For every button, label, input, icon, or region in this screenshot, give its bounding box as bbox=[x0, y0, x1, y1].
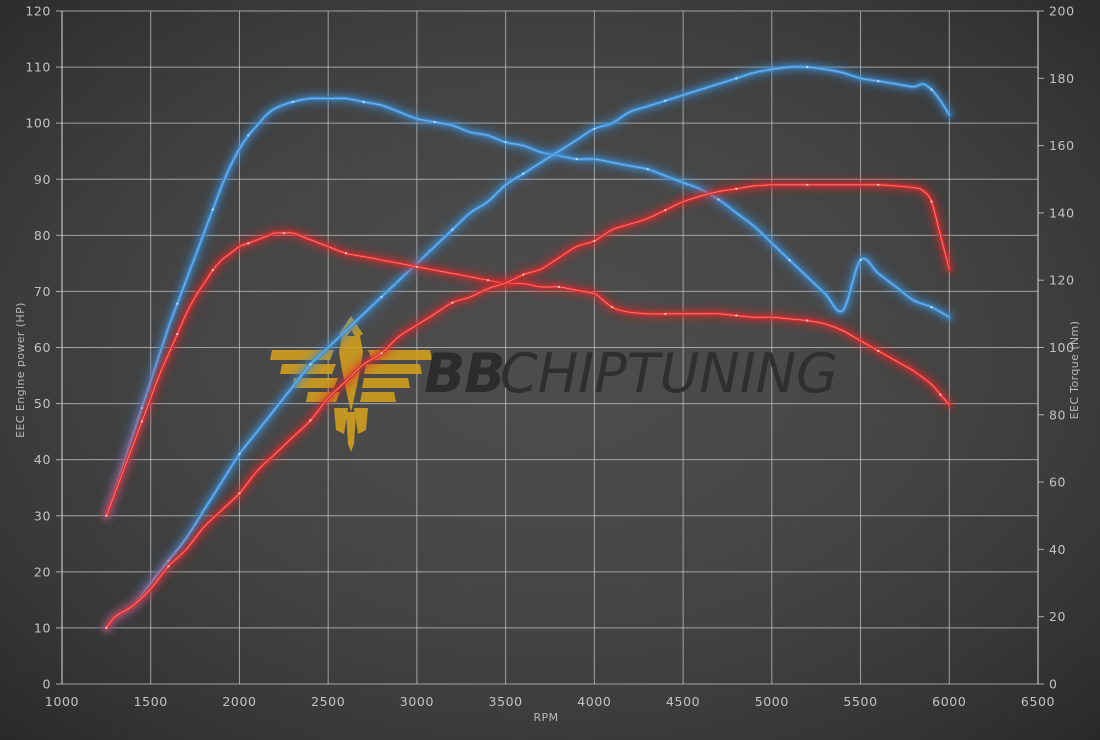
x-tick-label: 6000 bbox=[932, 694, 966, 709]
x-tick-label: 2000 bbox=[222, 694, 256, 709]
x-tick-label: 1500 bbox=[134, 694, 168, 709]
y-tick-label: 10 bbox=[34, 620, 51, 635]
y-tick-label: 110 bbox=[25, 60, 51, 75]
y2-tick-label: 20 bbox=[1049, 609, 1066, 624]
x-tick-label: 4500 bbox=[666, 694, 700, 709]
axis-ticks bbox=[56, 10, 1044, 685]
y2-tick-label: 200 bbox=[1049, 4, 1075, 19]
axis-tick-labels: 1000 1500 2000 2500 3000 3500 4000 4500 5000 5500… bbox=[25, 4, 1074, 710]
series-line bbox=[101, 228, 954, 521]
watermark: BB CHIPTUNING bbox=[270, 316, 838, 452]
y2-tick-label: 60 bbox=[1049, 475, 1066, 490]
y2-tick-label: 120 bbox=[1049, 273, 1075, 288]
y2-tick-label: 140 bbox=[1049, 205, 1075, 220]
x-axis-title: RPM bbox=[534, 711, 559, 724]
x-tick-label: 5500 bbox=[843, 694, 877, 709]
y-tick-label: 120 bbox=[25, 4, 51, 19]
y-tick-label: 20 bbox=[34, 564, 51, 579]
x-tick-label: 4000 bbox=[577, 694, 611, 709]
y2-tick-label: 160 bbox=[1049, 138, 1075, 153]
y2-tick-label: 0 bbox=[1049, 677, 1058, 692]
y2-tick-label: 80 bbox=[1049, 407, 1066, 422]
x-tick-label: 6500 bbox=[1021, 694, 1055, 709]
bbchiptuning-eagle-emblem-icon bbox=[270, 316, 432, 452]
y-tick-label: 100 bbox=[25, 116, 51, 131]
x-tick-label: 2500 bbox=[311, 694, 345, 709]
y-tick-label: 0 bbox=[42, 677, 51, 692]
x-tick-label: 5000 bbox=[755, 694, 789, 709]
y2-tick-label: 40 bbox=[1049, 542, 1066, 557]
y-tick-label: 60 bbox=[34, 340, 51, 355]
x-tick-label: 1000 bbox=[45, 694, 79, 709]
y-tick-label: 30 bbox=[34, 508, 51, 523]
y-tick-label: 80 bbox=[34, 228, 51, 243]
y-tick-label: 90 bbox=[34, 172, 51, 187]
y-tick-label: 40 bbox=[34, 452, 51, 467]
y-tick-label: 70 bbox=[34, 284, 51, 299]
x-tick-label: 3500 bbox=[489, 694, 523, 709]
y-tick-label: 50 bbox=[34, 396, 51, 411]
x-tick-label: 3000 bbox=[400, 694, 434, 709]
data-series bbox=[101, 62, 954, 633]
y2-axis-title: EEC Torque (Nm) bbox=[1068, 321, 1081, 420]
y-axis-title: EEC Engine power (HP) bbox=[14, 302, 27, 438]
series-line bbox=[101, 180, 954, 633]
watermark-text-light: CHIPTUNING bbox=[500, 342, 838, 405]
watermark-text-bold: BB bbox=[424, 342, 504, 405]
axis-titles: EEC Engine power (HP) EEC Torque (Nm) RP… bbox=[14, 302, 1081, 724]
y2-tick-label: 180 bbox=[1049, 71, 1075, 86]
series-line bbox=[101, 62, 954, 633]
series-line bbox=[101, 93, 954, 521]
y2-tick-label: 100 bbox=[1049, 340, 1075, 355]
